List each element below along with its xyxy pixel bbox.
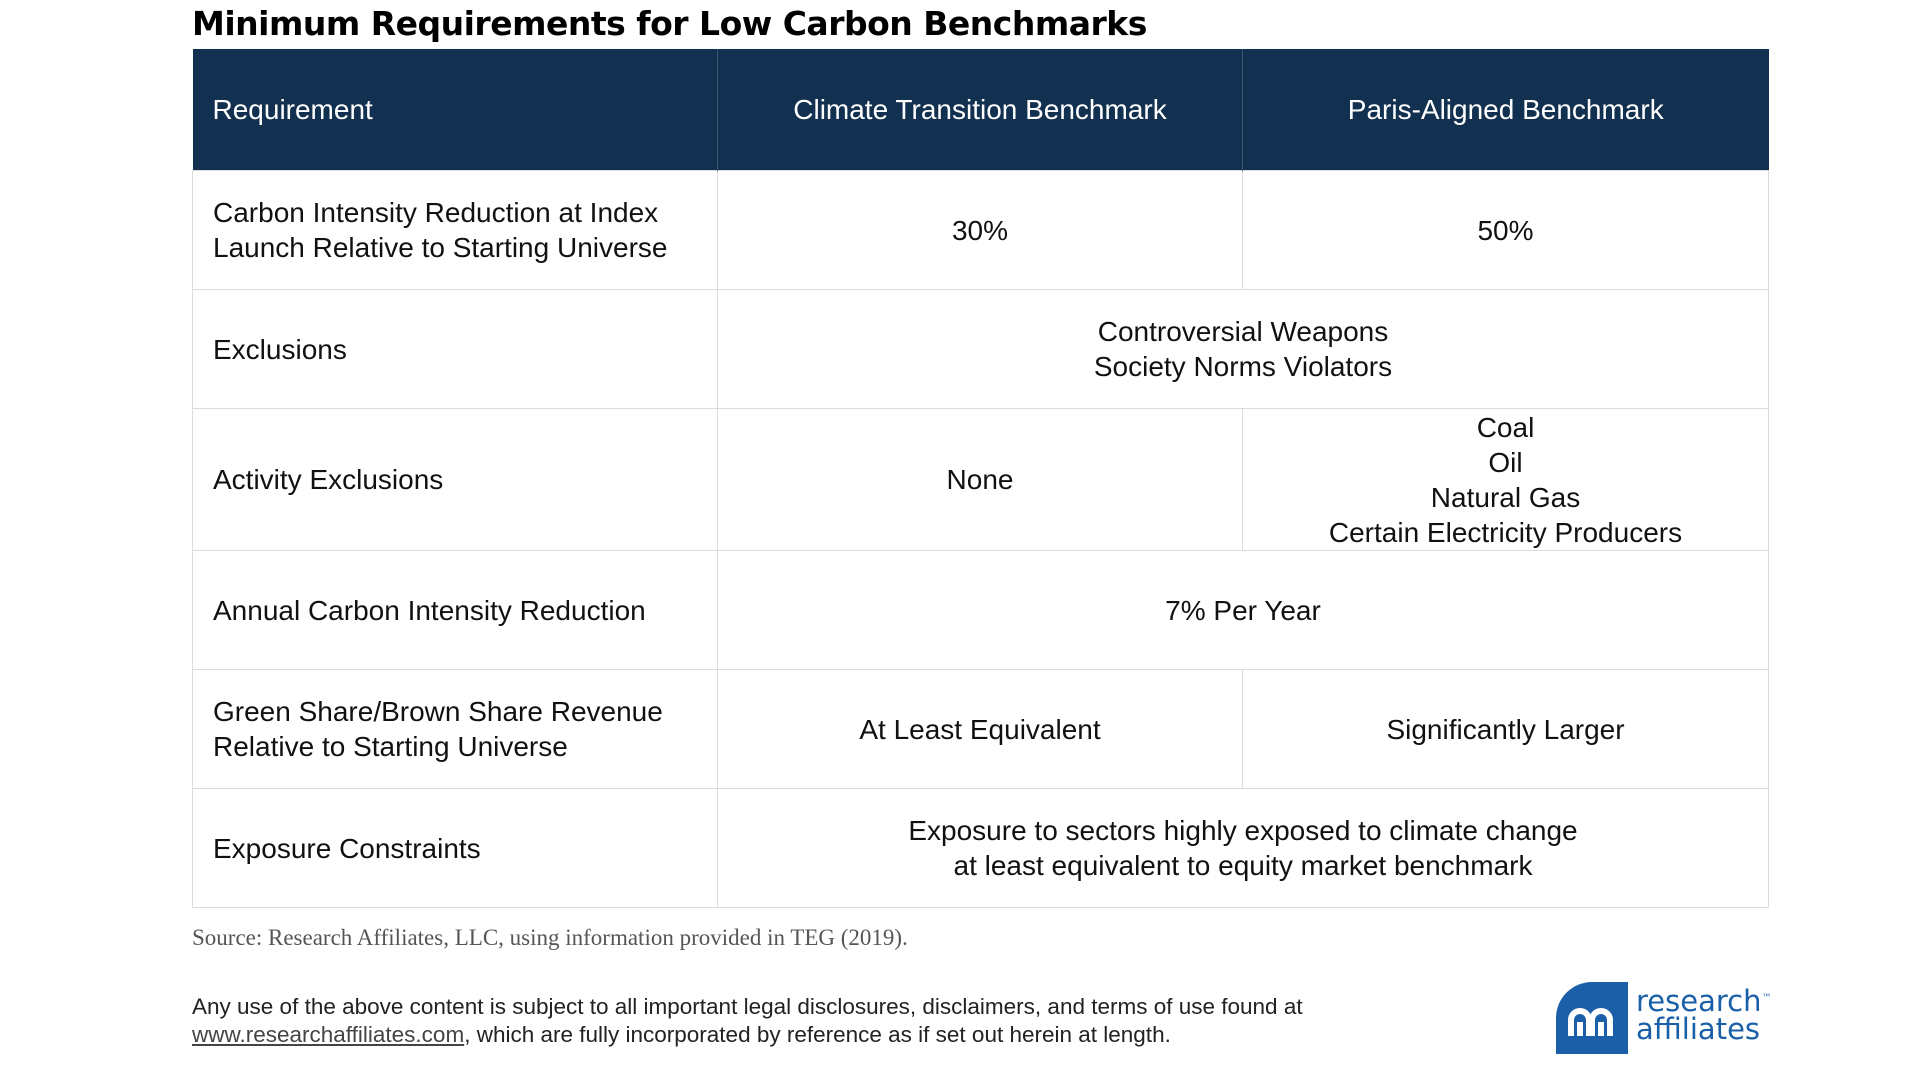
ctb-cell: At Least Equivalent [717, 669, 1243, 789]
cell-line: Exclusions [213, 333, 347, 365]
disclaimer-line: Any use of the above content is subject … [192, 994, 1303, 1019]
requirement-cell: Annual Carbon Intensity Reduction [192, 550, 718, 670]
requirement-cell: Activity Exclusions [192, 408, 718, 551]
cell-line: Significantly Larger [1386, 713, 1625, 745]
requirement-cell: Exposure Constraints [192, 788, 718, 908]
trademark-symbol: ™ [1761, 993, 1772, 1004]
cell-line: Oil [1488, 446, 1523, 478]
cell-line: Annual Carbon Intensity Reduction [213, 594, 646, 626]
cell-line: 7% Per Year [1165, 594, 1321, 626]
header-climate-transition-benchmark: Climate Transition Benchmark [717, 49, 1243, 171]
logo-line2: affiliates [1636, 1012, 1761, 1046]
cell-line: Green Share/Brown Share Revenue [213, 696, 663, 727]
pab-cell: 50% [1242, 170, 1769, 290]
cell-line: At Least Equivalent [859, 713, 1101, 745]
ctb-cell: 30% [717, 170, 1243, 290]
pab-cell: Significantly Larger [1242, 669, 1769, 789]
website-link[interactable]: www.researchaffiliates.com [192, 1022, 465, 1047]
cell-line: at least equivalent to equity market ben… [953, 850, 1533, 881]
shared-cell: Controversial Weapons Society Norms Viol… [717, 289, 1769, 409]
logo-line1: research [1636, 984, 1762, 1018]
disclaimer-text: , which are fully incorporated by refere… [464, 1022, 1171, 1047]
source-note: Source: Research Affiliates, LLC, using … [192, 925, 908, 950]
cell-line: Relative to Starting Universe [213, 731, 568, 762]
requirement-cell: Exclusions [192, 289, 718, 409]
table-row: Exposure Constraints Exposure to sectors… [192, 788, 1769, 908]
cell-line: 50% [1477, 214, 1534, 246]
page-title: Minimum Requirements for Low Carbon Benc… [192, 4, 1147, 43]
requirement-cell: Green Share/Brown Share Revenue Relative… [192, 669, 718, 789]
cell-line: Carbon Intensity Reduction at Index [213, 197, 659, 228]
cell-line: Certain Electricity Producers [1328, 516, 1683, 548]
research-affiliates-logo-mark-icon [1556, 982, 1628, 1054]
header-requirement: Requirement [192, 49, 718, 171]
cell-line: Coal [1476, 411, 1535, 443]
research-affiliates-logo: research™ affiliates [1556, 982, 1772, 1054]
pab-cell: Coal Oil Natural Gas Certain Electricity… [1242, 408, 1769, 551]
cell-line: 30% [951, 214, 1009, 246]
table-row: Annual Carbon Intensity Reduction 7% Per… [192, 550, 1769, 670]
table-row: Carbon Intensity Reduction at Index Laun… [192, 170, 1769, 290]
shared-cell: Exposure to sectors highly exposed to cl… [717, 788, 1769, 908]
cell-line: Natural Gas [1430, 481, 1581, 513]
requirement-cell: Carbon Intensity Reduction at Index Laun… [192, 170, 718, 290]
legal-disclaimer: Any use of the above content is subject … [192, 993, 1303, 1049]
table-row: Green Share/Brown Share Revenue Relative… [192, 669, 1769, 789]
cell-line: Launch Relative to Starting Universe [213, 232, 668, 263]
cell-line: Society Norms Violators [1093, 351, 1393, 382]
cell-line: Exposure Constraints [213, 832, 481, 864]
cell-line: None [946, 464, 1014, 495]
cell-line: Activity Exclusions [213, 464, 444, 495]
requirements-table: Requirement Climate Transition Benchmark… [192, 49, 1769, 908]
table-row: Exclusions Controversial Weapons Society… [192, 289, 1769, 409]
ctb-cell: None [717, 408, 1243, 551]
shared-cell: 7% Per Year [717, 550, 1769, 670]
disclaimer-line: www.researchaffiliates.com, which are fu… [192, 1021, 1303, 1049]
header-paris-aligned-benchmark: Paris-Aligned Benchmark [1242, 49, 1769, 171]
cell-line: Exposure to sectors highly exposed to cl… [908, 815, 1578, 846]
table-row: Activity Exclusions None Coal Oil Natura… [192, 408, 1769, 551]
cell-line: Controversial Weapons [1097, 316, 1389, 347]
table-header-row: Requirement Climate Transition Benchmark… [192, 49, 1769, 171]
logo-wordmark: research™ affiliates [1636, 984, 1772, 1046]
